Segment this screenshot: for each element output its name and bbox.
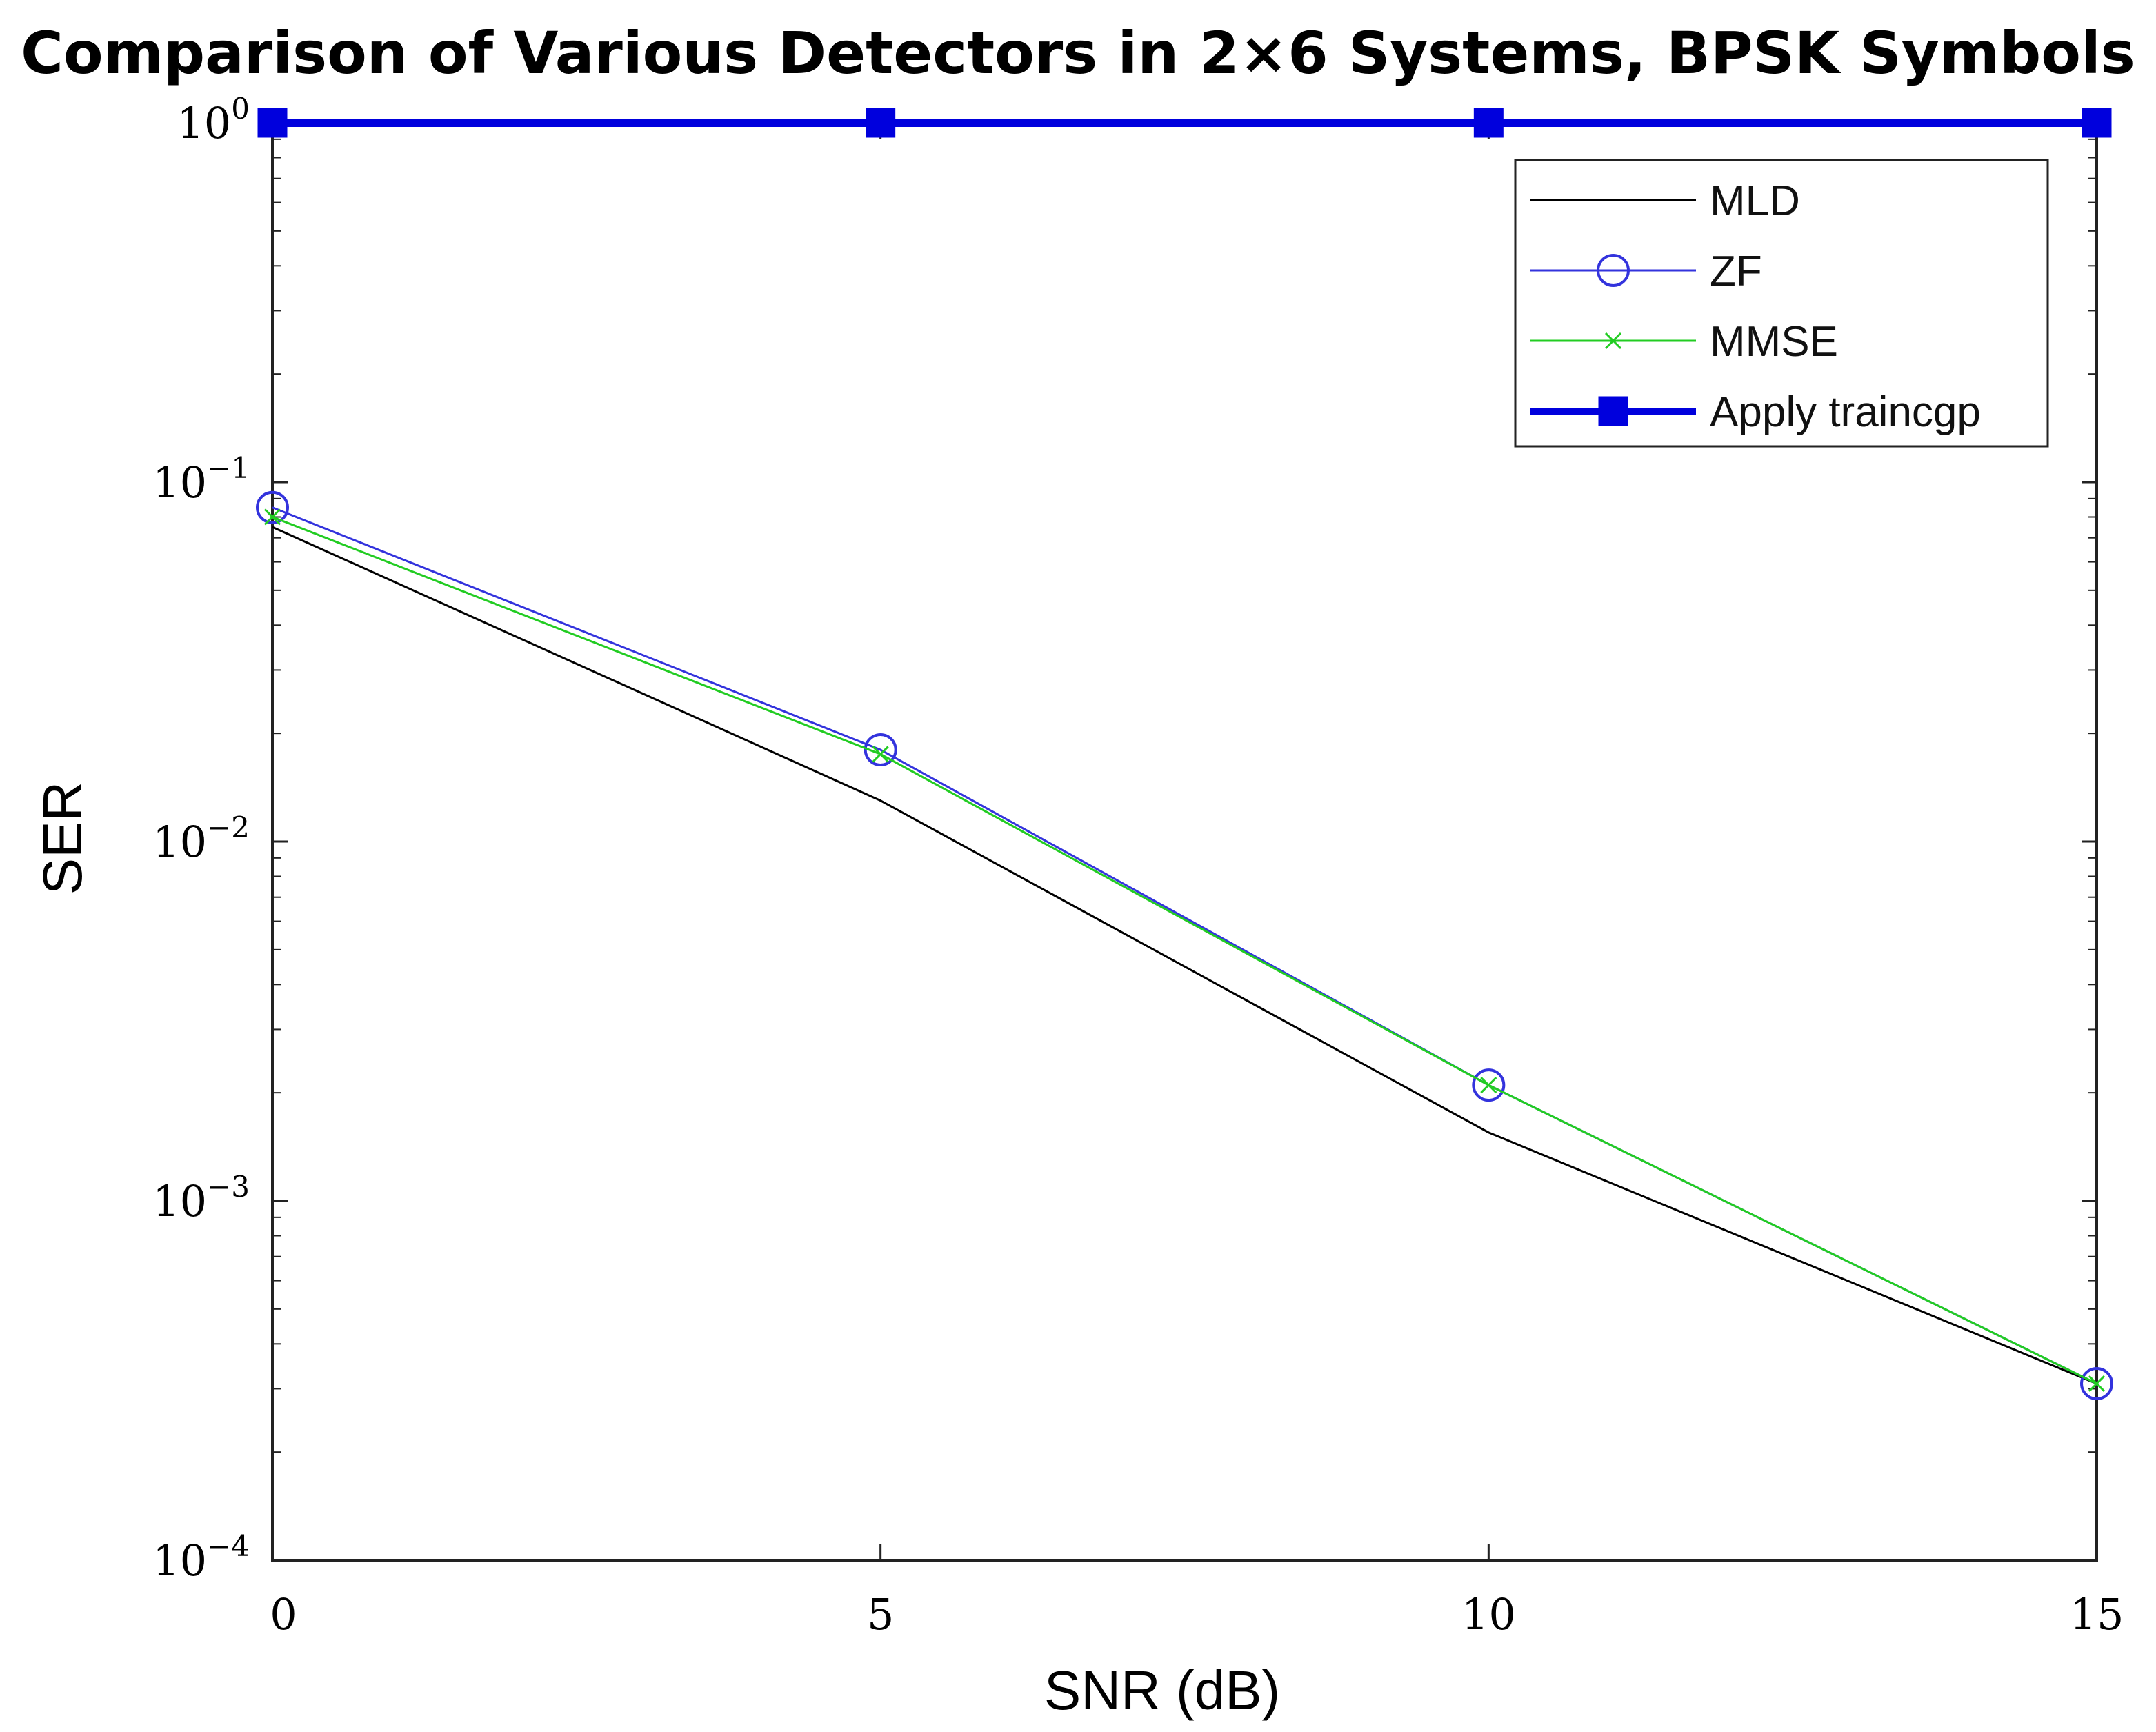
x-tick-label: 0	[270, 1589, 297, 1640]
data-point-mmse	[872, 746, 889, 763]
y-tick-label: 10−1	[152, 451, 250, 508]
y-tick-label: 10−2	[152, 810, 250, 867]
data-point-mmse	[2088, 1375, 2106, 1393]
y-tick-label: 10−3	[152, 1170, 250, 1226]
data-point-apply-traincgp	[1473, 108, 1504, 138]
legend-label: MMSE	[1710, 318, 1838, 366]
data-point-zf	[864, 733, 897, 767]
data-point-zf	[256, 490, 289, 524]
legend-entry-zf: ZF	[1530, 248, 1762, 295]
series-zf	[256, 490, 2113, 1401]
legend-entry-apply-traincgp: Apply traincgp	[1530, 388, 1981, 436]
data-point-mmse	[263, 508, 281, 526]
series-mld	[272, 526, 2097, 1385]
legend-entry-mld: MLD	[1530, 177, 1800, 225]
data-point-apply-traincgp	[2082, 108, 2112, 138]
x-tick-label: 10	[1461, 1589, 1516, 1640]
legend-marker	[1598, 396, 1628, 426]
y-tick-label: 10−4	[152, 1529, 250, 1586]
x-tick-label: 15	[2070, 1589, 2124, 1640]
chart-title: Comparison of Various Detectors in 2×6 S…	[21, 19, 2135, 87]
y-axis-label: SER	[32, 782, 93, 895]
series-line-zf	[272, 506, 2097, 1385]
legend-label: Apply traincgp	[1710, 388, 1981, 436]
x-axis-label: SNR (dB)	[1044, 1660, 1280, 1721]
y-tick-label: 100	[177, 92, 250, 148]
data-point-apply-traincgp	[257, 108, 288, 138]
series-line-mmse	[272, 516, 2097, 1385]
legend-entry-mmse: MMSE	[1530, 318, 1838, 366]
data-point-zf	[1472, 1068, 1506, 1102]
data-point-mmse	[1480, 1077, 1497, 1094]
data-point-apply-traincgp	[866, 108, 896, 138]
data-point-zf	[2080, 1367, 2113, 1401]
series-line-mld	[272, 526, 2097, 1385]
legend-marker	[1597, 254, 1630, 287]
series-apply-traincgp	[257, 108, 2112, 138]
legend-label: ZF	[1710, 248, 1762, 295]
series-mmse	[263, 508, 2106, 1393]
legend-label: MLD	[1710, 177, 1800, 225]
x-tick-label: 5	[867, 1589, 894, 1640]
legend-marker	[1604, 332, 1622, 350]
